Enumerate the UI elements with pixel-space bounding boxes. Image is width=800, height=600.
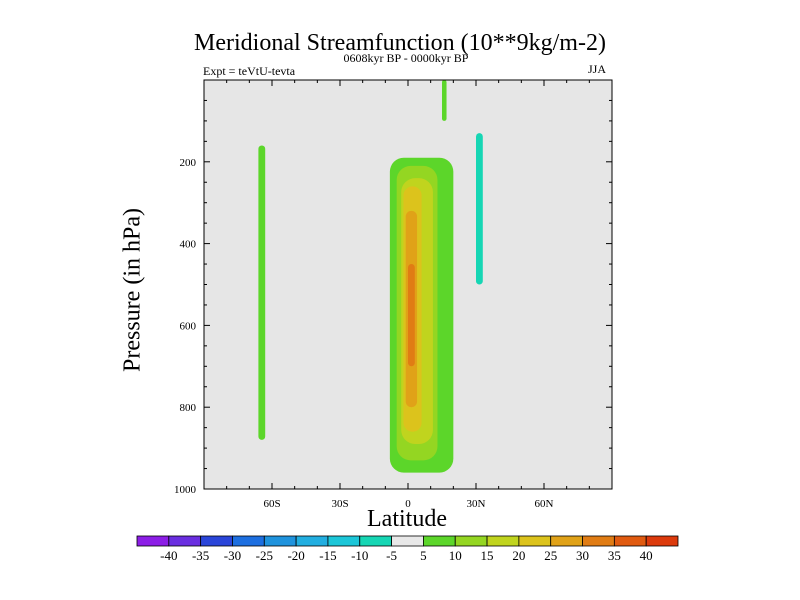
colorbar-label: -20	[287, 548, 304, 563]
colorbar-swatch	[200, 535, 233, 547]
chart-subtitle-experiment: Expt = teVtU-tevta	[203, 64, 296, 78]
colorbar-label: 20	[512, 548, 525, 563]
x-tick-label: 30S	[331, 498, 348, 510]
colorbar-swatch	[613, 535, 647, 547]
colorbar-swatch	[232, 535, 265, 547]
colorbar-swatch	[582, 535, 615, 547]
colorbar-label: 40	[640, 548, 653, 563]
colorbar-swatch	[423, 535, 456, 547]
colorbar-label: 30	[576, 548, 589, 563]
colorbar-label: 10	[449, 548, 462, 563]
y-tick-label: 600	[180, 320, 197, 332]
colorbar-swatch	[486, 535, 520, 547]
contour-region	[258, 145, 266, 440]
colorbar-swatch	[359, 535, 392, 547]
colorbar-label: -35	[192, 548, 209, 563]
colorbar-swatch	[454, 535, 488, 547]
x-tick-label: 60N	[535, 498, 554, 510]
colorbar-swatch	[295, 535, 329, 547]
contour-region	[408, 264, 415, 367]
contour-region	[476, 133, 483, 285]
colorbar-label: 35	[608, 548, 621, 563]
x-tick-label: 0	[405, 498, 411, 510]
y-tick-label: 200	[180, 157, 197, 169]
colorbar-swatch	[136, 535, 170, 547]
colorbar-swatch	[263, 535, 297, 547]
chart-subtitle-period: 0608kyr BP - 0000kyr BP	[343, 51, 469, 65]
colorbar-swatch	[550, 535, 583, 547]
colorbar-swatch	[391, 535, 424, 547]
colorbar-swatch	[518, 535, 552, 547]
colorbar-swatch	[168, 535, 202, 547]
y-tick-label: 400	[180, 239, 197, 251]
chart-title: Meridional Streamfunction (10**9kg/m-2)	[194, 30, 606, 56]
colorbar-label: -40	[160, 548, 177, 563]
colorbar-label: -25	[256, 548, 273, 563]
colorbar-label: -15	[319, 548, 336, 563]
colorbar-label: 5	[420, 548, 427, 563]
colorbar-swatch	[645, 535, 679, 547]
x-tick-label: 60S	[263, 498, 280, 510]
colorbar-label: -10	[351, 548, 368, 563]
chart-subtitle-season: JJA	[588, 62, 607, 76]
colorbar-label: 15	[481, 548, 494, 563]
x-tick-label: 30N	[467, 498, 486, 510]
y-tick-label: 1000	[174, 484, 197, 496]
x-axis-label: Latitude	[367, 506, 447, 532]
contour-region	[442, 80, 447, 121]
colorbar-label: -30	[224, 548, 241, 563]
colorbar-label: -5	[386, 548, 397, 563]
colorbar-label: 25	[544, 548, 557, 563]
colorbar-swatch	[327, 535, 361, 547]
y-tick-label: 800	[180, 402, 197, 414]
